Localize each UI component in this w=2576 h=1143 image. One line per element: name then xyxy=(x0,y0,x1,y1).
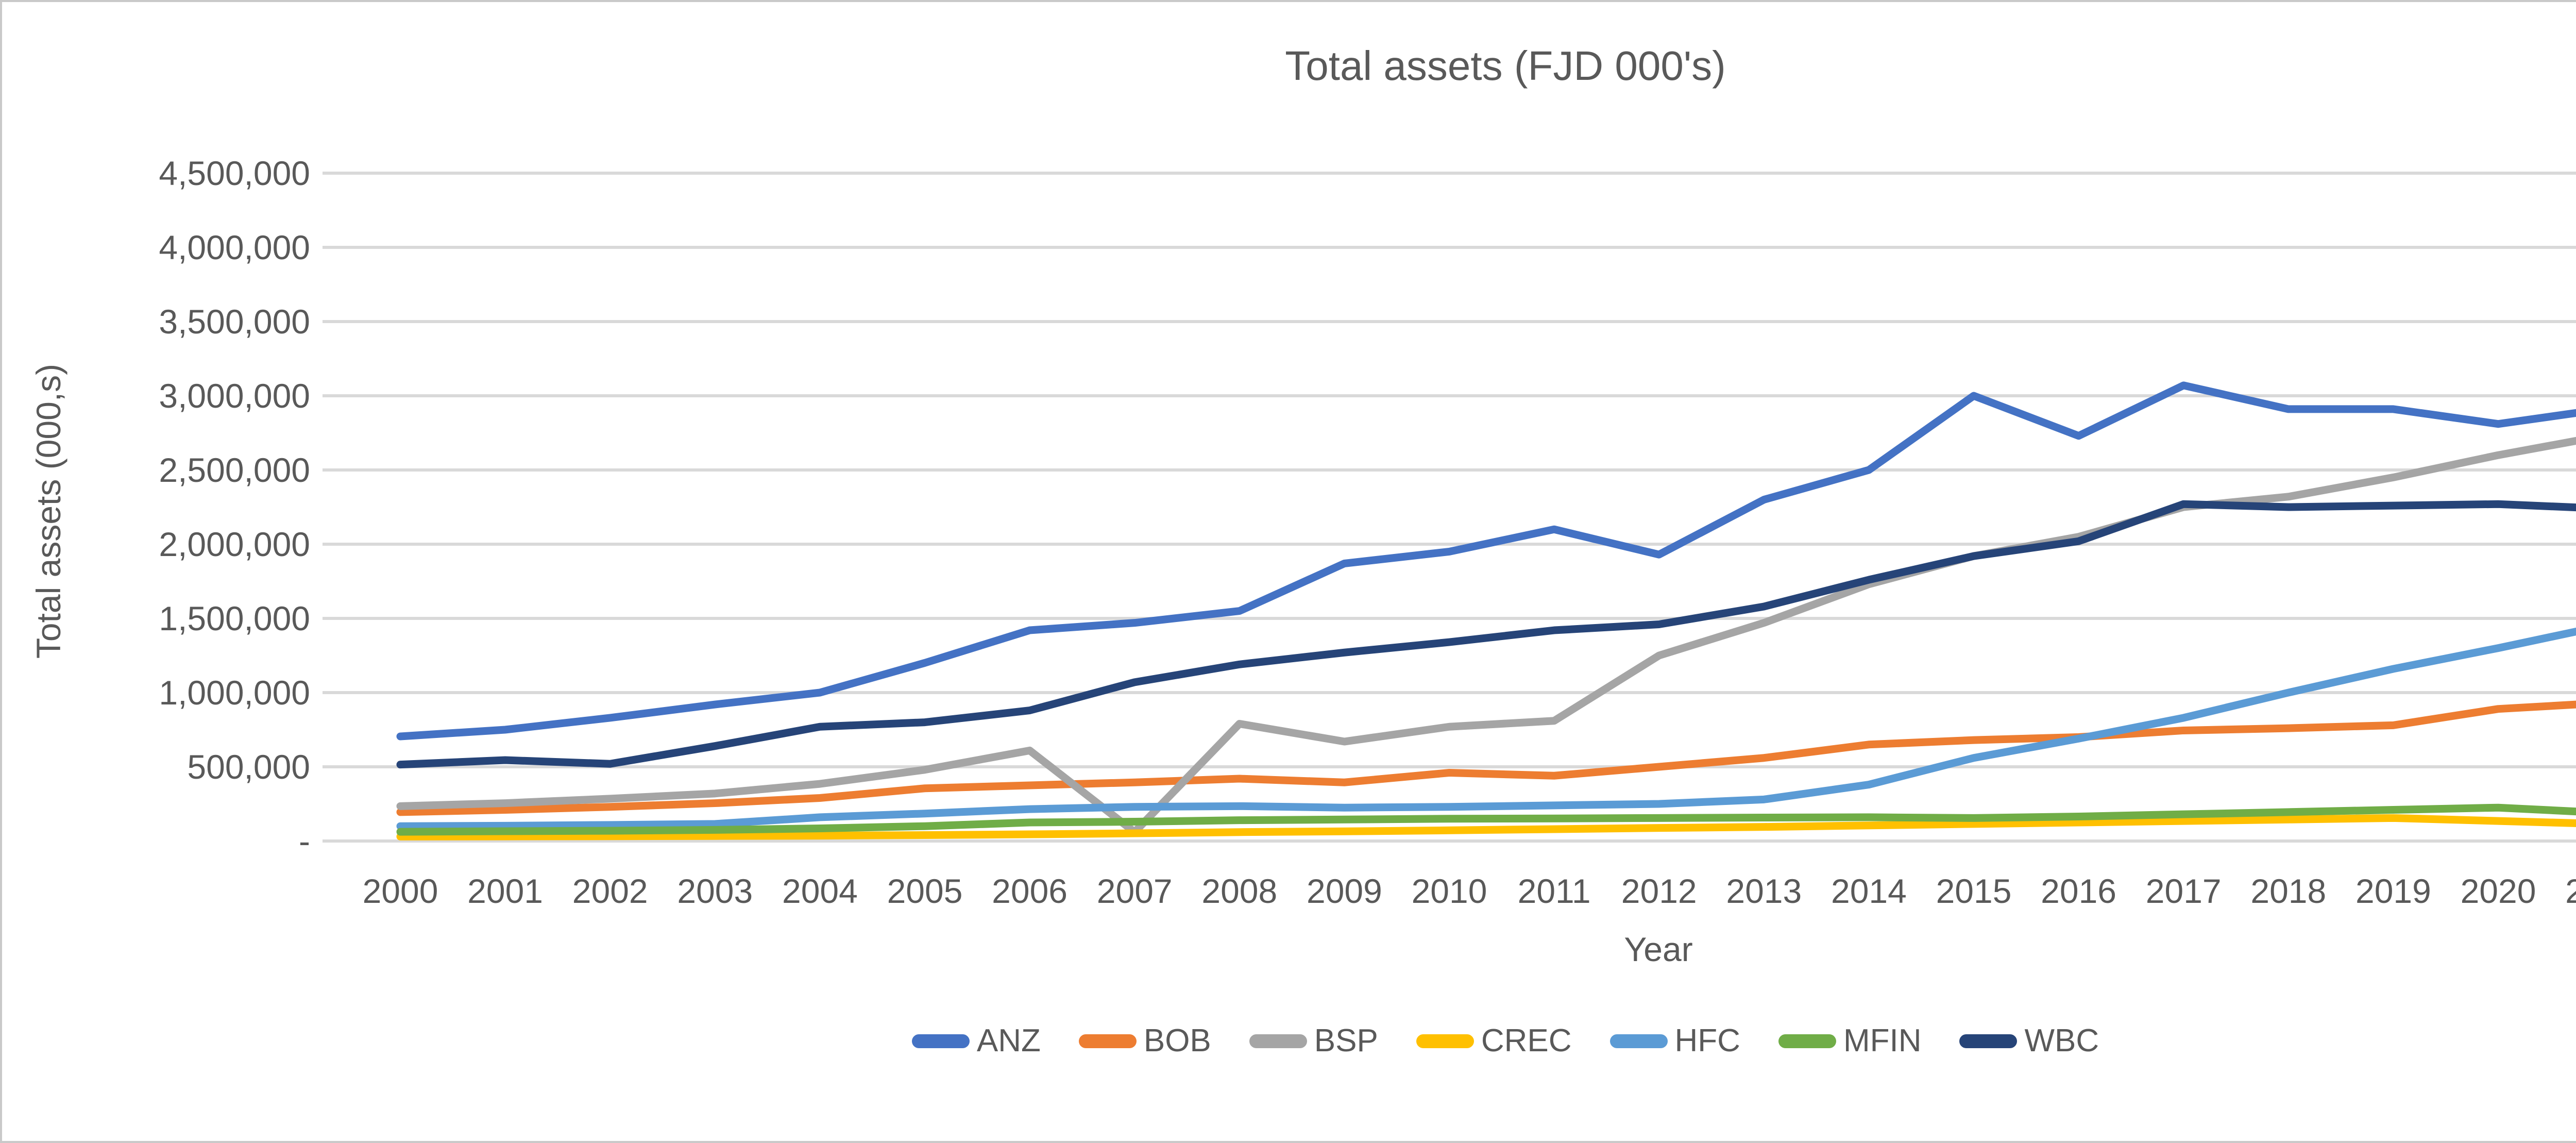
x-tick-label: 2008 xyxy=(1201,872,1277,910)
chart-title: Total assets (FJD 000's) xyxy=(1285,43,1726,89)
legend-swatch-bob xyxy=(1078,1034,1137,1048)
x-tick-label: 2004 xyxy=(782,872,858,910)
x-tick-label: 2002 xyxy=(572,872,648,910)
legend-item-bob: BOB xyxy=(1078,1023,1211,1058)
legend-label-mfin: MFIN xyxy=(1843,1023,1922,1058)
legend: ANZ BOB BSP CREC HFC MFIN WBC xyxy=(2,1025,2576,1057)
x-tick-label: 2007 xyxy=(1097,872,1173,910)
y-tick-label: 4,500,000 xyxy=(159,154,310,192)
series-line-crec xyxy=(396,814,2576,841)
series-line-wbc xyxy=(396,500,2576,769)
legend-swatch-wbc xyxy=(1959,1034,2018,1048)
x-tick-label: 2011 xyxy=(1518,872,1591,910)
x-tick-label: 2018 xyxy=(2250,872,2326,910)
legend-label-hfc: HFC xyxy=(1674,1023,1740,1058)
x-tick-label: 2003 xyxy=(677,872,753,910)
x-tick-label: 2016 xyxy=(2041,872,2116,910)
x-tick-label: 2006 xyxy=(992,872,1067,910)
legend-item-wbc: WBC xyxy=(1959,1025,2099,1057)
y-tick-label: 3,500,000 xyxy=(159,302,310,341)
y-tick-label: 3,000,000 xyxy=(159,377,310,415)
series-line-bsp xyxy=(396,436,2576,836)
legend-item-hfc: HFC xyxy=(1609,1023,1740,1058)
x-tick-label: 2021 xyxy=(2565,872,2576,910)
legend-item-anz: ANZ xyxy=(911,1023,1041,1058)
legend-label-crec: CREC xyxy=(1481,1023,1572,1058)
x-axis-title: Year xyxy=(1624,930,1693,968)
legend-item-crec: CREC xyxy=(1416,1025,1572,1057)
legend-swatch-crec xyxy=(1416,1034,1474,1048)
y-tick-label: 4,000,000 xyxy=(159,228,310,266)
legend-label-anz: ANZ xyxy=(976,1023,1041,1058)
x-tick-label: 2012 xyxy=(1621,872,1697,910)
series-line-hfc xyxy=(396,627,2576,830)
y-axis-title: Total assets (000,s) xyxy=(29,363,67,659)
legend-label-bsp: BSP xyxy=(1314,1023,1378,1058)
series-line-bob xyxy=(396,700,2576,816)
legend-swatch-bsp xyxy=(1249,1034,1307,1048)
x-tick-label: 2001 xyxy=(467,872,543,910)
x-tick-label: 2000 xyxy=(363,872,438,910)
legend-swatch-mfin xyxy=(1778,1034,1836,1048)
x-tick-label: 2020 xyxy=(2461,872,2536,910)
x-tick-label: 2015 xyxy=(1936,872,2012,910)
legend-item-mfin: MFIN xyxy=(1778,1023,1922,1058)
y-tick-label: 1,500,000 xyxy=(159,599,310,637)
legend-item-bsp: BSP xyxy=(1249,1025,1378,1057)
x-tick-label: 2013 xyxy=(1726,872,1802,910)
x-tick-label: 2005 xyxy=(887,872,963,910)
x-tick-label: 2019 xyxy=(2355,872,2431,910)
y-tick-label: 2,500,000 xyxy=(159,451,310,489)
x-tick-label: 2009 xyxy=(1307,872,1382,910)
x-tick-label: 2014 xyxy=(1831,872,1907,910)
legend-label-wbc: WBC xyxy=(2024,1023,2099,1058)
legend-swatch-hfc xyxy=(1609,1034,1668,1048)
series-line-anz xyxy=(396,381,2576,741)
legend-label-bob: BOB xyxy=(1143,1023,1211,1058)
legend-swatch-anz xyxy=(911,1034,970,1048)
x-tick-label: 2010 xyxy=(1412,872,1487,910)
y-tick-label: 1,000,000 xyxy=(159,674,310,712)
y-tick-label: 500,000 xyxy=(187,748,310,786)
y-tick-label: - xyxy=(299,822,310,860)
x-tick-label: 2017 xyxy=(2146,872,2222,910)
series-line-mfin xyxy=(396,803,2576,836)
y-tick-label: 2,000,000 xyxy=(159,525,310,563)
